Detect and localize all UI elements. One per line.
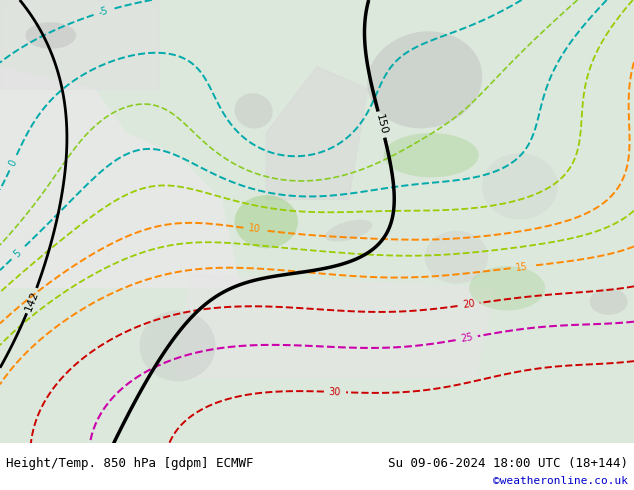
Ellipse shape — [384, 133, 479, 177]
Text: 20: 20 — [462, 298, 476, 310]
Ellipse shape — [139, 311, 216, 381]
Ellipse shape — [25, 22, 76, 49]
Ellipse shape — [469, 266, 545, 311]
Text: ©weatheronline.co.uk: ©weatheronline.co.uk — [493, 476, 628, 486]
Polygon shape — [266, 67, 368, 199]
Text: 15: 15 — [515, 261, 529, 272]
Ellipse shape — [367, 31, 482, 128]
Polygon shape — [0, 67, 241, 288]
Ellipse shape — [235, 195, 298, 248]
Ellipse shape — [425, 231, 488, 284]
Text: 25: 25 — [460, 332, 474, 344]
Text: Height/Temp. 850 hPa [gdpm] ECMWF: Height/Temp. 850 hPa [gdpm] ECMWF — [6, 458, 254, 470]
Text: 142: 142 — [23, 289, 41, 313]
Ellipse shape — [325, 220, 372, 242]
Text: 150: 150 — [374, 113, 389, 136]
Text: Su 09-06-2024 18:00 UTC (18+144): Su 09-06-2024 18:00 UTC (18+144) — [387, 458, 628, 470]
Ellipse shape — [590, 288, 628, 315]
Text: 0: 0 — [7, 158, 19, 168]
Ellipse shape — [235, 93, 273, 128]
Text: 5: 5 — [11, 248, 23, 259]
Polygon shape — [178, 275, 495, 377]
Text: -5: -5 — [97, 6, 109, 18]
Ellipse shape — [482, 153, 558, 220]
Text: 10: 10 — [248, 223, 261, 235]
Text: 30: 30 — [329, 387, 341, 397]
